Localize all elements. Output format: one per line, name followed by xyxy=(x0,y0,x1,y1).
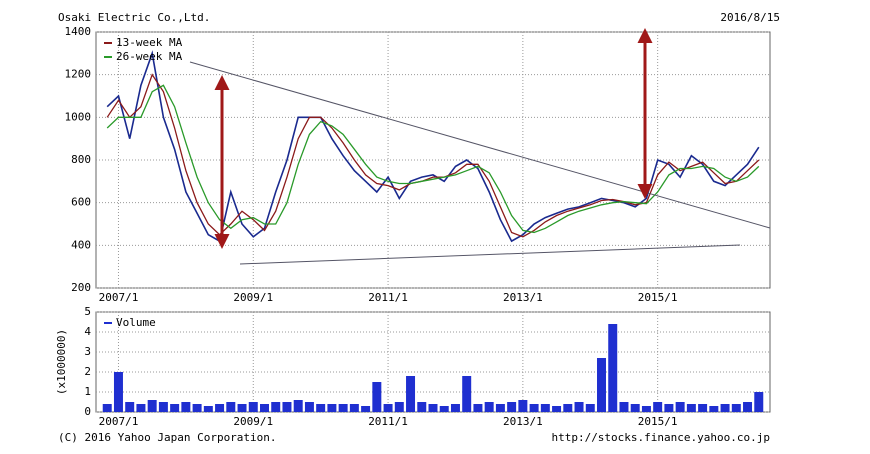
volume-bar xyxy=(439,406,449,412)
volume-bar xyxy=(260,404,269,412)
volume-bar xyxy=(653,402,663,412)
volume-bar xyxy=(552,406,562,412)
y-tick-label: 3 xyxy=(84,345,91,358)
volume-bar xyxy=(540,404,550,412)
y-tick-label: 1400 xyxy=(65,25,92,38)
volume-bar xyxy=(361,406,371,412)
volume-bar xyxy=(720,404,730,412)
volume-bar xyxy=(686,404,696,412)
x-tick-label: 2007/1 xyxy=(99,415,139,428)
volume-bar xyxy=(394,402,404,412)
volume-bar xyxy=(147,400,157,412)
volume-bar xyxy=(743,402,753,412)
volume-bar xyxy=(338,404,348,412)
y-tick-label: 4 xyxy=(84,325,91,338)
volume-bar xyxy=(383,404,393,412)
volume-bar xyxy=(136,404,146,412)
y-tick-label: 1200 xyxy=(65,68,92,81)
volume-bar xyxy=(102,404,112,412)
volume-bar xyxy=(113,372,123,412)
volume-bar xyxy=(428,404,438,412)
volume-bar xyxy=(316,404,326,412)
trend-line xyxy=(189,61,771,229)
volume-bar xyxy=(170,404,180,412)
volume-plot-area xyxy=(95,311,771,413)
y-tick-label: 0 xyxy=(84,405,91,418)
volume-bar xyxy=(417,402,427,412)
volume-bar xyxy=(630,404,640,412)
y-tick-label: 5 xyxy=(84,305,91,318)
x-tick-label: 2013/1 xyxy=(503,415,543,428)
volume-bar xyxy=(293,400,303,412)
volume-bar xyxy=(675,402,685,412)
volume-bar xyxy=(698,404,708,412)
y-axis-label: (x1000000) xyxy=(55,329,68,395)
legend-label: Volume xyxy=(116,316,156,329)
volume-bar xyxy=(608,324,618,412)
volume-bar xyxy=(754,392,764,412)
volume-bar xyxy=(237,404,247,412)
copyright: (C) 2016 Yahoo Japan Corporation. xyxy=(58,431,277,444)
volume-bar xyxy=(450,404,460,412)
volume-bar xyxy=(507,402,517,412)
volume-bar xyxy=(731,404,741,412)
volume-bar xyxy=(473,404,483,412)
volume-bar xyxy=(125,402,135,412)
legend-label: 13-week MA xyxy=(116,36,183,49)
chart-title: Osaki Electric Co.,Ltd. xyxy=(58,11,210,24)
x-tick-label: 2007/1 xyxy=(99,291,139,304)
volume-bar xyxy=(248,402,258,412)
annotations xyxy=(189,28,771,265)
volume-bar xyxy=(495,404,505,412)
volume-bar xyxy=(709,406,719,412)
price-chart: 200 400 600 800 1000 1200 1400 2007/1 2009/1 2011… xyxy=(65,25,770,304)
source-url: http://stocks.finance.yahoo.co.jp xyxy=(551,431,770,444)
volume-bar xyxy=(619,402,629,412)
y-tick-label: 1 xyxy=(84,385,91,398)
volume-bar xyxy=(271,402,281,412)
volume-bar xyxy=(192,404,202,412)
x-tick-label: 2009/1 xyxy=(233,291,273,304)
y-tick-label: 400 xyxy=(71,238,91,251)
volume-bar xyxy=(574,402,584,412)
volume-chart: 0 1 2 3 4 5 2007/1 2009/1 2011/1 2013/1 2015/1 (x10… xyxy=(55,305,770,428)
volume-bar xyxy=(484,402,494,412)
y-tick-label: 2 xyxy=(84,365,91,378)
y-tick-label: 800 xyxy=(71,153,91,166)
volume-bar xyxy=(181,402,191,412)
volume-bar xyxy=(226,402,236,412)
x-tick-label: 2011/1 xyxy=(368,291,408,304)
volume-bar xyxy=(406,376,416,412)
volume-bar xyxy=(641,406,651,412)
x-tick-label: 2013/1 xyxy=(503,291,543,304)
y-tick-label: 1000 xyxy=(65,110,92,123)
volume-bar xyxy=(203,406,213,412)
trend-line xyxy=(239,244,741,265)
y-tick-label: 200 xyxy=(71,281,91,294)
volume-bar xyxy=(664,404,674,412)
x-tick-label: 2015/1 xyxy=(638,415,678,428)
volume-bar xyxy=(372,382,382,412)
volume-bar xyxy=(462,376,472,412)
volume-bar xyxy=(563,404,573,412)
volume-bar xyxy=(349,404,359,412)
x-tick-label: 2015/1 xyxy=(638,291,678,304)
x-tick-label: 2011/1 xyxy=(368,415,408,428)
volume-bar xyxy=(529,404,539,412)
volume-bar xyxy=(158,402,168,412)
volume-bar xyxy=(282,402,292,412)
volume-bar xyxy=(585,404,595,412)
volume-bar xyxy=(327,404,337,412)
volume-bar xyxy=(597,358,606,412)
volume-bar xyxy=(304,402,314,412)
legend-label: 26-week MA xyxy=(116,50,183,63)
y-tick-label: 600 xyxy=(71,196,91,209)
volume-bar xyxy=(518,400,528,412)
date: 2016/8/15 xyxy=(720,11,780,24)
x-tick-label: 2009/1 xyxy=(233,415,273,428)
volume-bar xyxy=(215,404,225,412)
